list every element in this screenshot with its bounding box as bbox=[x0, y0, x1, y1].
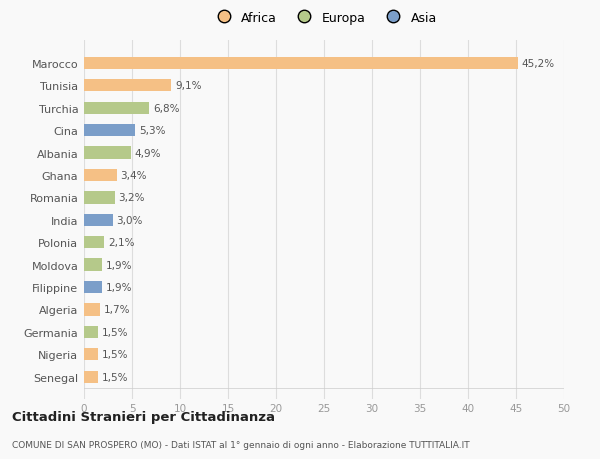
Text: 1,9%: 1,9% bbox=[106, 282, 133, 292]
Text: 45,2%: 45,2% bbox=[522, 59, 555, 69]
Bar bbox=[84, 281, 102, 294]
Bar bbox=[84, 326, 98, 338]
Bar bbox=[84, 214, 113, 226]
Text: 6,8%: 6,8% bbox=[153, 103, 179, 113]
Text: 3,4%: 3,4% bbox=[121, 171, 147, 180]
Bar bbox=[84, 259, 102, 271]
Text: 5,3%: 5,3% bbox=[139, 126, 165, 136]
Text: 1,7%: 1,7% bbox=[104, 305, 131, 315]
Bar bbox=[84, 80, 172, 92]
Bar bbox=[84, 169, 116, 182]
Text: 9,1%: 9,1% bbox=[175, 81, 202, 91]
Text: 3,2%: 3,2% bbox=[119, 193, 145, 203]
Text: 1,5%: 1,5% bbox=[102, 350, 129, 359]
Bar bbox=[84, 236, 104, 249]
Bar bbox=[84, 304, 100, 316]
Bar bbox=[84, 147, 131, 159]
Bar bbox=[84, 192, 115, 204]
Text: COMUNE DI SAN PROSPERO (MO) - Dati ISTAT al 1° gennaio di ogni anno - Elaborazio: COMUNE DI SAN PROSPERO (MO) - Dati ISTAT… bbox=[12, 441, 470, 449]
Text: 4,9%: 4,9% bbox=[135, 148, 161, 158]
Text: 1,5%: 1,5% bbox=[102, 327, 129, 337]
Bar bbox=[84, 102, 149, 115]
Text: Cittadini Stranieri per Cittadinanza: Cittadini Stranieri per Cittadinanza bbox=[12, 410, 275, 423]
Text: 3,0%: 3,0% bbox=[116, 215, 143, 225]
Bar bbox=[84, 371, 98, 383]
Text: 1,9%: 1,9% bbox=[106, 260, 133, 270]
Bar bbox=[84, 57, 518, 70]
Bar bbox=[84, 348, 98, 361]
Bar bbox=[84, 125, 135, 137]
Text: 1,5%: 1,5% bbox=[102, 372, 129, 382]
Legend: Africa, Europa, Asia: Africa, Europa, Asia bbox=[211, 12, 437, 25]
Text: 2,1%: 2,1% bbox=[108, 238, 134, 248]
